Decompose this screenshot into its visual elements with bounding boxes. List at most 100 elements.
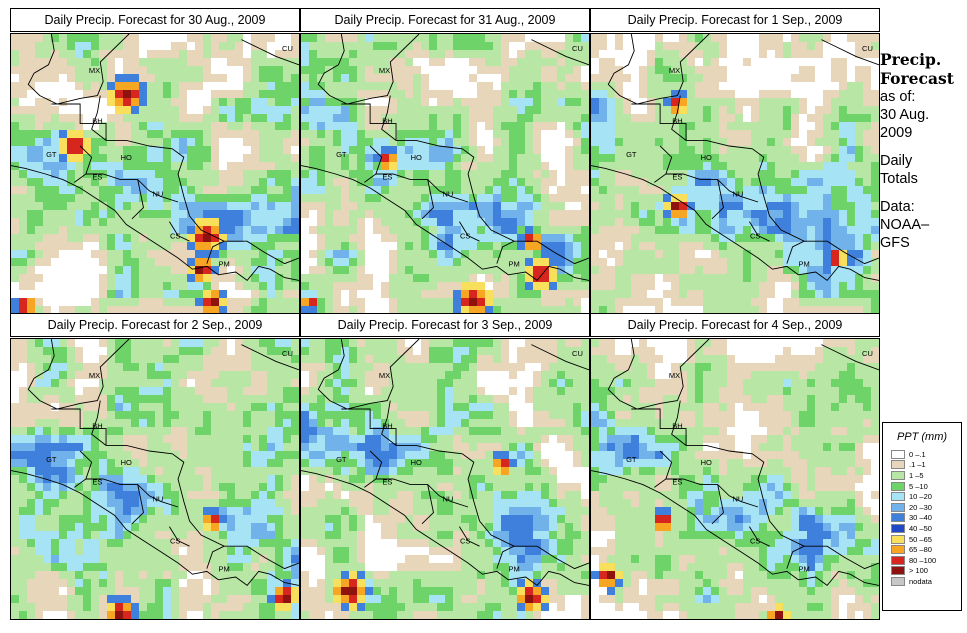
precip-grid: MX BH GT HO ES NU CS PM CU [301, 34, 589, 314]
coastlines-and-borders [301, 339, 589, 587]
precip-grid: MX BH GT HO ES NU CS PM CU [301, 339, 589, 619]
country-label-cu: CU [282, 44, 293, 53]
legend-label: 0 –.1 [909, 449, 926, 459]
country-label-mx: MX [89, 66, 100, 75]
country-label-es: ES [92, 478, 102, 487]
panel-title: Daily Precip. Forecast for 30 Aug., 2009 [10, 8, 300, 32]
legend-swatch [891, 513, 905, 523]
daily-totals-label: Daily Totals [880, 153, 918, 187]
legend-label: nodata [909, 576, 932, 586]
legend-label: 1 –5 [909, 470, 924, 480]
legend-item: 50 –65 [891, 534, 961, 545]
country-label-bh: BH [92, 422, 102, 431]
country-label-cu: CU [282, 349, 293, 358]
precip-grid: MX BH GT HO ES NU CS PM CU [11, 34, 299, 314]
precip-map: MX BH GT HO ES NU CS PM CU [300, 33, 590, 315]
precip-cells [591, 34, 879, 314]
country-label-pm: PM [508, 564, 519, 573]
legend-swatch [891, 576, 905, 586]
country-label-mx: MX [89, 371, 100, 380]
country-label-ho: HO [411, 153, 422, 162]
precip-cells [591, 339, 879, 619]
country-label-bh: BH [672, 422, 682, 431]
legend-item: 10 –20 [891, 491, 961, 502]
country-label-bh: BH [382, 117, 392, 126]
country-label-nu: NU [732, 189, 743, 198]
precip-cells [11, 339, 299, 619]
panel-title: Daily Precip. Forecast for 1 Sep., 2009 [590, 8, 880, 32]
country-label-mx: MX [379, 66, 390, 75]
legend-label: 50 –65 [909, 534, 932, 544]
country-label-gt: GT [46, 455, 57, 464]
as-of-date: as of: 30 Aug. 2009 [880, 89, 930, 141]
country-label-bh: BH [92, 117, 102, 126]
panel-title: Daily Precip. Forecast for 4 Sep., 2009 [590, 313, 880, 337]
panel-title: Daily Precip. Forecast for 3 Sep., 2009 [300, 313, 590, 337]
panel-title: Daily Precip. Forecast for 2 Sep., 2009 [10, 313, 300, 337]
country-label-gt: GT [46, 150, 57, 159]
country-label-nu: NU [152, 494, 163, 503]
country-label-mx: MX [669, 371, 680, 380]
legend-swatch [891, 534, 905, 544]
country-label-pm: PM [798, 564, 809, 573]
country-label-gt: GT [626, 455, 637, 464]
legend-swatch [891, 545, 905, 555]
coastlines-and-borders [11, 34, 299, 282]
legend-label: > 100 [909, 566, 928, 576]
legend-swatch [891, 555, 905, 565]
country-label-pm: PM [218, 259, 229, 268]
legend-item: .1 –1 [891, 460, 961, 471]
country-label-ho: HO [121, 153, 132, 162]
legend-item: nodata [891, 576, 961, 587]
country-label-es: ES [92, 173, 102, 182]
precip-grid: MX BH GT HO ES NU CS PM CU [11, 339, 299, 619]
country-label-cs: CS [460, 231, 470, 240]
ppt-legend: PPT (mm) 0 –.1.1 –1 1 –5 5 –10 10 –20 20 –30… [882, 422, 962, 611]
country-label-nu: NU [152, 189, 163, 198]
country-label-cs: CS [460, 536, 470, 545]
country-label-ho: HO [411, 458, 422, 467]
legend-swatch [891, 523, 905, 533]
legend-item: 65 –80 [891, 544, 961, 555]
country-label-gt: GT [336, 455, 347, 464]
precip-cells [301, 34, 589, 314]
country-label-pm: PM [798, 259, 809, 268]
precip-grid: MX BH GT HO ES NU CS PM CU [591, 34, 879, 314]
country-label-cu: CU [572, 349, 583, 358]
country-label-es: ES [672, 478, 682, 487]
legend-swatch [891, 481, 905, 491]
country-label-cu: CU [572, 44, 583, 53]
country-label-ho: HO [701, 458, 712, 467]
legend-title: PPT (mm) [896, 431, 948, 443]
country-label-cs: CS [170, 536, 180, 545]
country-label-pm: PM [508, 259, 519, 268]
sidebar-info: Precip. Forecast as of: 30 Aug. 2009 Dai… [880, 50, 966, 252]
sidebar-title: Precip. Forecast [880, 50, 954, 88]
legend-label: 10 –20 [909, 492, 932, 502]
legend-swatch [891, 502, 905, 512]
coastlines-and-borders [11, 339, 299, 587]
country-label-pm: PM [218, 564, 229, 573]
country-label-cs: CS [750, 231, 760, 240]
legend-item: 80 –100 [891, 555, 961, 566]
country-label-nu: NU [442, 494, 453, 503]
country-label-cu: CU [862, 44, 873, 53]
country-label-ho: HO [121, 458, 132, 467]
precip-map: MX BH GT HO ES NU CS PM CU [10, 33, 300, 315]
country-label-ho: HO [701, 153, 712, 162]
precip-cells [11, 34, 299, 314]
legend-item: > 100 [891, 566, 961, 577]
legend-label: 5 –10 [909, 481, 928, 491]
legend-label: 30 –40 [909, 513, 932, 523]
precip-map: MX BH GT HO ES NU CS PM CU [590, 338, 880, 620]
legend-item: 0 –.1 [891, 449, 961, 460]
data-source: Data: NOAA– GFS [880, 199, 930, 251]
precip-map: MX BH GT HO ES NU CS PM CU [590, 33, 880, 315]
legend-label: .1 –1 [909, 460, 926, 470]
country-label-cu: CU [862, 349, 873, 358]
legend-item: 1 –5 [891, 470, 961, 481]
coastlines-and-borders [591, 34, 879, 282]
precip-map: MX BH GT HO ES NU CS PM CU [300, 338, 590, 620]
legend-label: 65 –80 [909, 545, 932, 555]
country-label-gt: GT [626, 150, 637, 159]
